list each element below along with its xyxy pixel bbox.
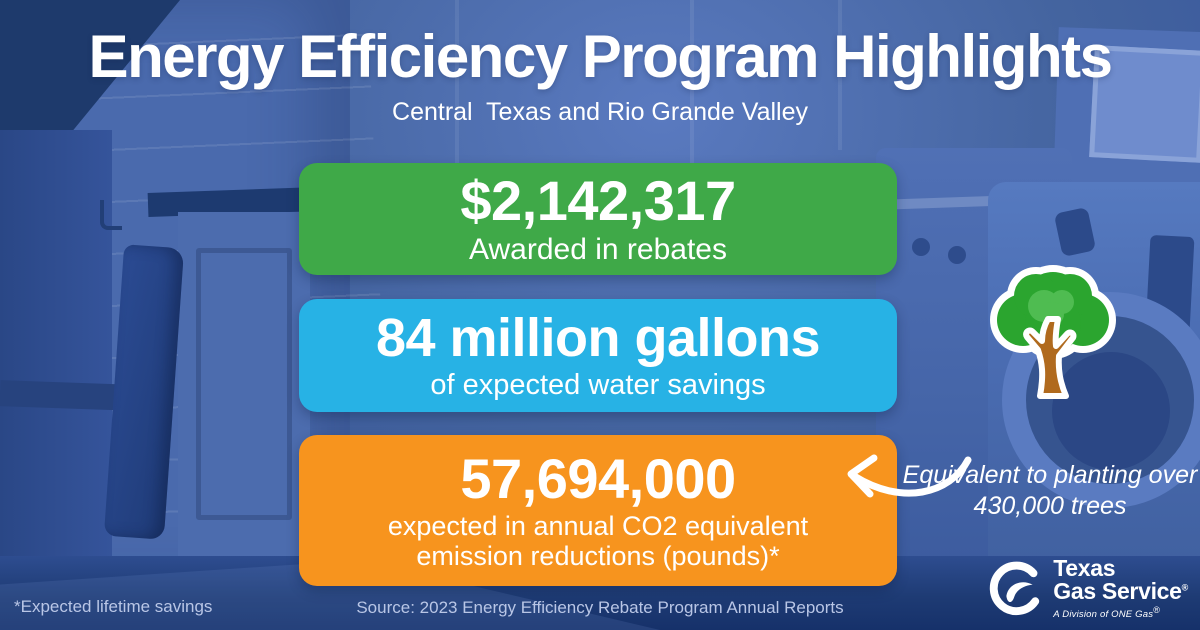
registered-mark: ® [1181,582,1189,593]
page-title: Energy Efficiency Program Highlights [88,23,1113,90]
background-dryer-knob [912,238,930,256]
stat-caption-co2: expected in annual CO2 equivalent emissi… [387,510,809,571]
stat-value-co2: 57,694,000 [460,446,736,510]
stat-caption-water: of expected water savings [430,368,766,401]
tree-icon [990,265,1116,399]
background-hook [100,200,122,230]
background-dryer-knob [948,246,966,264]
stat-caption-rebates: Awarded in rebates [469,232,727,266]
background-cabinet [178,212,310,564]
tree-equivalence-text: Equivalent to planting over 430,000 tree… [902,461,1198,521]
stat-value-rebates: $2,142,317 [460,168,736,232]
curved-arrow-icon [847,454,972,498]
stat-box-rebates: $2,142,317 Awarded in rebates [299,163,897,275]
logo-line1: Texas [1053,555,1116,582]
texas-gas-service-icon [990,561,1040,615]
registered-mark: ® [1153,605,1161,616]
background-door-line [690,0,694,170]
stat-box-co2: 57,694,000 expected in annual CO2 equiva… [299,435,897,586]
stat-box-water: 84 million gallons of expected water sav… [299,299,897,412]
background-washer-drum [1052,352,1170,470]
background-door-line [455,0,459,170]
background-doorway [0,130,112,630]
logo-tagline: A Division of ONE Gas [1053,609,1154,621]
background-cabinet-panel [196,248,292,520]
stat-value-water: 84 million gallons [375,307,821,368]
source-attribution: Source: 2023 Energy Efficiency Rebate Pr… [356,598,844,617]
page-subtitle: Central Texas and Rio Grande Valley [392,98,808,126]
texas-gas-service-logo: Texas Gas Service® A Division of ONE Gas… [988,557,1188,620]
logo-line2: Gas Service [1053,578,1182,605]
background-door-line [838,0,842,150]
lifetime-savings-footnote: *Expected lifetime savings [14,597,213,616]
